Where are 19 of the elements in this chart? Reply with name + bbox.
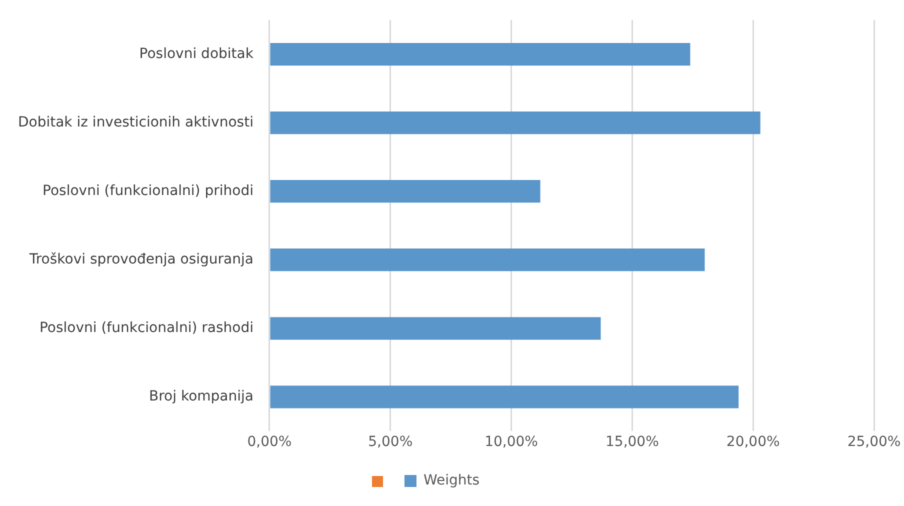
legend-label: Weights xyxy=(423,472,480,489)
bar xyxy=(270,386,739,408)
bar xyxy=(270,111,760,134)
y-tick-label: Poslovni dobitak xyxy=(139,46,254,62)
y-tick-label: Poslovni (funkcionalni) rashodi xyxy=(39,320,254,336)
bar xyxy=(270,180,540,203)
y-tick-label: Troškovi sprovođenja osiguranja xyxy=(28,252,254,268)
x-tick-label: 5,00% xyxy=(368,434,413,450)
y-tick-label: Poslovni (funkcionalni) prihodi xyxy=(42,182,254,199)
bar xyxy=(270,317,601,340)
bar xyxy=(270,248,705,272)
x-tick-label: 25,00% xyxy=(847,434,901,450)
bar xyxy=(270,42,690,66)
x-tick-label: 20,00% xyxy=(726,434,780,450)
y-tick-label: Dobitak iz investicionih aktivnosti xyxy=(18,114,254,130)
x-tick-label: 15,00% xyxy=(605,434,659,450)
x-tick-label: 10,00% xyxy=(484,434,538,450)
x-tick-label: 0,00% xyxy=(247,434,292,450)
y-tick-label: Broj kompanija xyxy=(149,388,254,405)
